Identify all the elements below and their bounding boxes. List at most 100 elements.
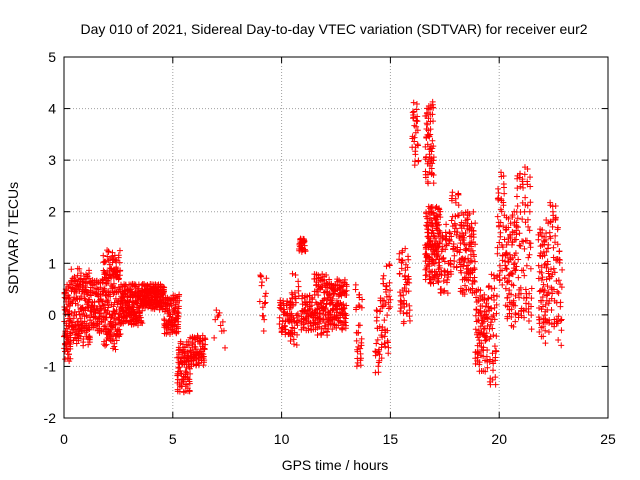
data-point <box>400 300 407 307</box>
data-point <box>322 288 329 295</box>
data-point <box>375 363 382 370</box>
data-point <box>324 332 331 339</box>
data-point <box>527 240 534 247</box>
axis-ticks <box>63 56 609 419</box>
data-point <box>373 314 380 321</box>
data-point <box>507 234 514 241</box>
data-point <box>516 230 523 237</box>
data-point <box>494 244 501 251</box>
data-point <box>110 336 117 343</box>
data-point <box>442 246 449 253</box>
data-point <box>100 252 107 259</box>
data-point <box>321 306 328 313</box>
data-point <box>505 215 512 222</box>
data-point <box>513 236 520 243</box>
data-point <box>76 281 83 288</box>
data-point <box>559 266 566 273</box>
data-point <box>431 235 438 242</box>
data-point <box>497 219 504 226</box>
data-point <box>290 314 297 321</box>
data-point <box>513 223 520 230</box>
data-point <box>70 296 77 303</box>
data-point <box>471 258 478 265</box>
data-point <box>373 340 380 347</box>
data-point <box>494 213 501 220</box>
data-point <box>415 142 422 149</box>
data-point <box>483 330 490 337</box>
data-point <box>109 259 116 266</box>
data-point <box>517 242 524 249</box>
data-point <box>513 231 520 238</box>
data-point <box>517 284 524 291</box>
data-point <box>437 229 444 236</box>
data-point <box>435 259 442 266</box>
data-point <box>500 173 507 180</box>
data-point <box>211 334 218 341</box>
data-point <box>85 322 92 329</box>
data-point <box>396 256 403 263</box>
data-point <box>376 323 383 330</box>
data-point <box>507 220 514 227</box>
data-point <box>343 312 350 319</box>
data-point <box>547 266 554 273</box>
data-point <box>99 291 106 298</box>
data-point <box>489 325 496 332</box>
data-point <box>63 345 70 352</box>
data-point <box>512 250 519 257</box>
data-point <box>381 340 388 347</box>
data-point <box>329 326 336 333</box>
data-point <box>115 275 122 282</box>
data-point <box>425 180 432 187</box>
data-point <box>431 232 438 239</box>
data-point <box>343 283 350 290</box>
data-point <box>387 303 394 310</box>
data-point <box>514 203 521 210</box>
data-point <box>487 319 494 326</box>
data-point <box>458 269 465 276</box>
data-point <box>83 313 90 320</box>
data-point <box>510 323 517 330</box>
data-point <box>524 216 531 223</box>
data-point <box>410 114 417 121</box>
data-point <box>558 284 565 291</box>
data-point <box>413 101 420 108</box>
data-point <box>414 127 421 134</box>
data-point <box>86 334 93 341</box>
data-point <box>505 224 512 231</box>
data-point <box>444 276 451 283</box>
data-point <box>262 299 269 306</box>
data-point <box>464 262 471 269</box>
data-point <box>489 376 496 383</box>
data-point <box>413 106 420 113</box>
data-point <box>67 355 74 362</box>
data-point <box>523 262 530 269</box>
data-point <box>441 258 448 265</box>
data-point <box>402 245 409 252</box>
data-point <box>555 277 562 284</box>
data-point <box>515 224 522 231</box>
data-point <box>112 346 119 353</box>
data-point <box>277 297 284 304</box>
data-point <box>484 315 491 322</box>
data-point <box>427 208 434 215</box>
data-point <box>326 311 333 318</box>
data-point <box>435 275 442 282</box>
data-point <box>430 154 437 161</box>
data-point <box>189 339 196 346</box>
data-point <box>324 296 331 303</box>
data-point <box>448 233 455 240</box>
data-point <box>512 311 519 318</box>
data-point <box>493 301 500 308</box>
data-point <box>468 224 475 231</box>
data-point <box>472 220 479 227</box>
data-point <box>466 210 473 217</box>
data-point <box>443 221 450 228</box>
data-point <box>535 262 542 269</box>
data-point <box>470 234 477 241</box>
data-point <box>62 356 69 363</box>
data-point <box>521 272 528 279</box>
data-point <box>545 241 552 248</box>
data-point <box>377 307 384 314</box>
data-point <box>514 185 521 192</box>
data-point <box>104 307 111 314</box>
